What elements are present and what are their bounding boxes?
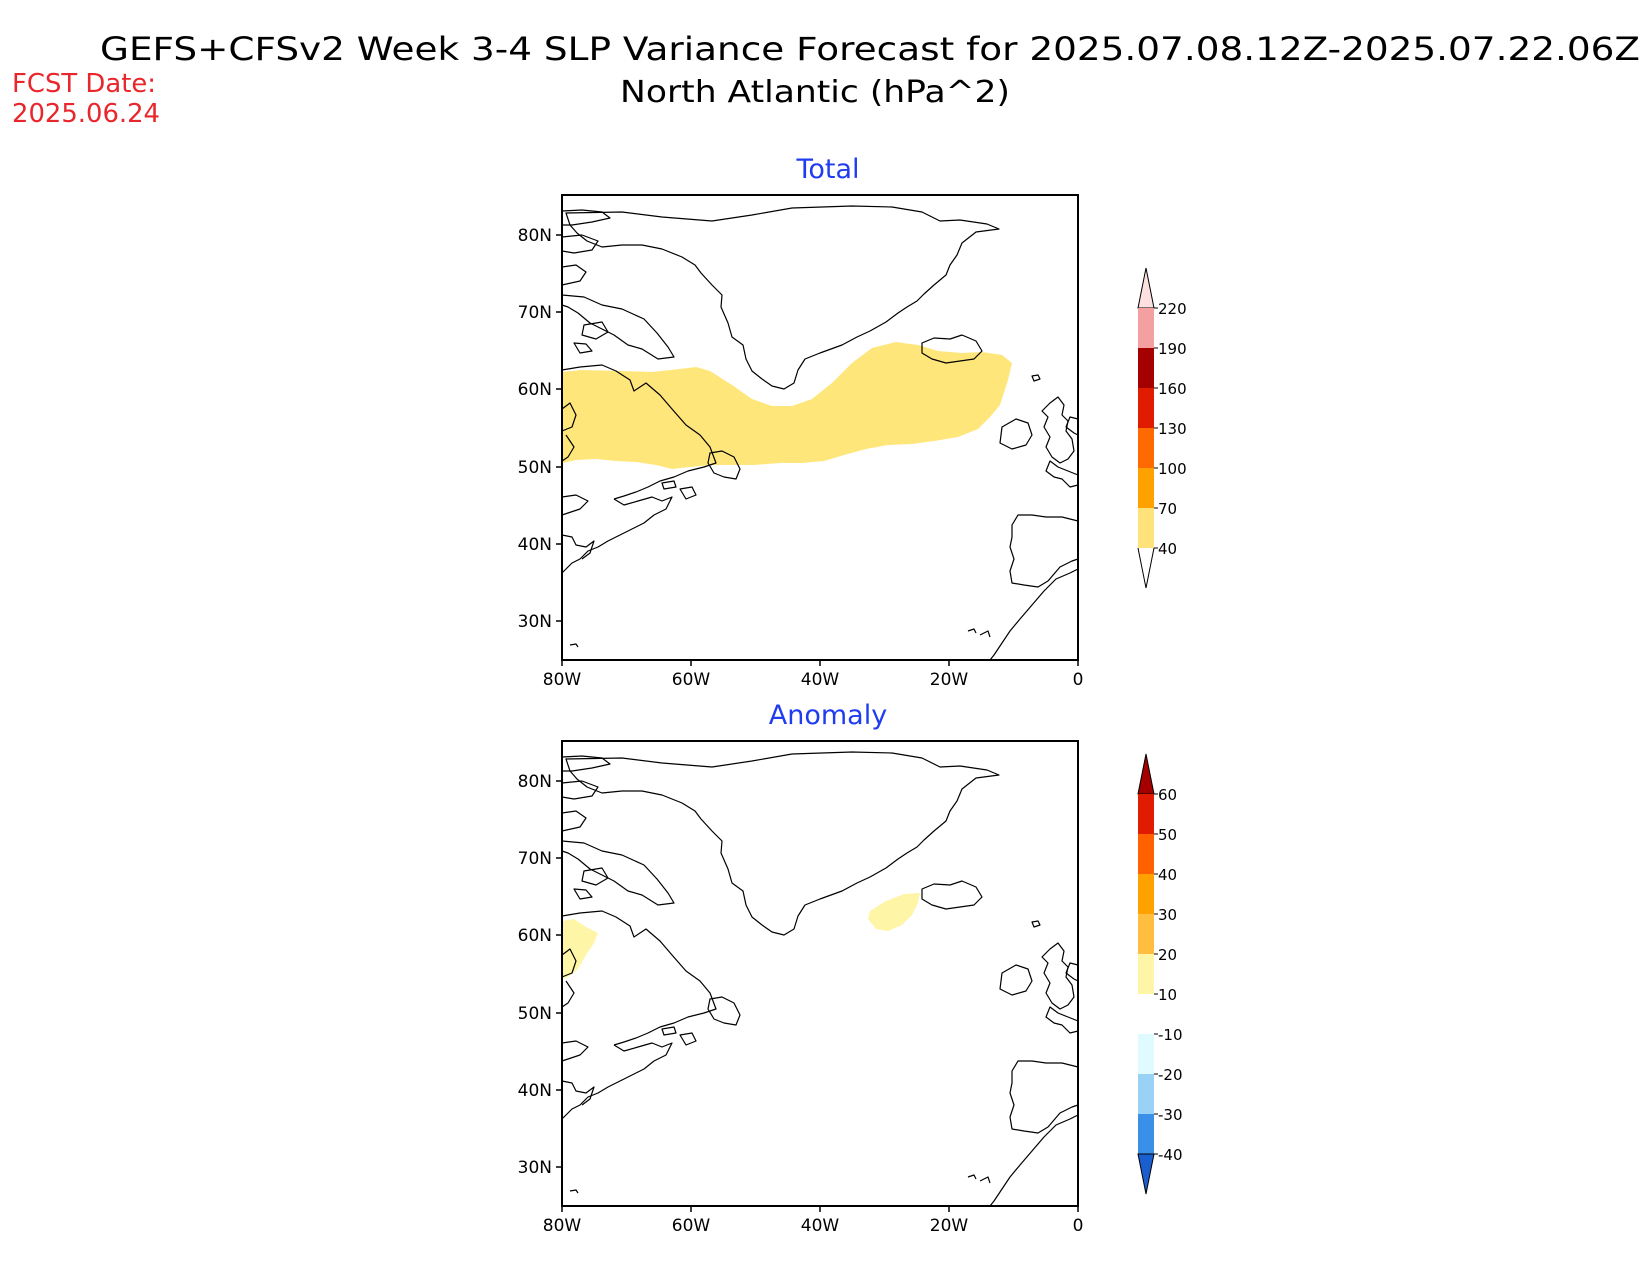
colorbar-label: 160 xyxy=(1158,380,1187,398)
lon-tick: 80W xyxy=(543,1216,582,1236)
lon-tick: 40W xyxy=(801,1216,840,1236)
lat-tick: 30N xyxy=(518,1158,552,1178)
colorbar-label: -10 xyxy=(1158,1026,1183,1044)
shade-total-40-70 xyxy=(562,342,1012,469)
colorbar-total-190-220 xyxy=(1138,308,1154,348)
colorbar-label: 100 xyxy=(1158,460,1187,478)
colorbar-label: -30 xyxy=(1158,1106,1183,1124)
colorbar-anomaly-neg10-10 xyxy=(1138,994,1154,1034)
colorbar-total-160-190 xyxy=(1138,348,1154,388)
colorbar-label: 60 xyxy=(1158,786,1177,804)
colorbar-label: 130 xyxy=(1158,420,1187,438)
colorbar-label: 20 xyxy=(1158,946,1177,964)
lat-tick: 50N xyxy=(518,458,552,478)
colorbar-label: 190 xyxy=(1158,340,1187,358)
colorbar-anomaly-20-30 xyxy=(1138,914,1154,954)
colorbar-total-40-70 xyxy=(1138,508,1154,548)
lon-tick: 20W xyxy=(930,1216,969,1236)
lat-tick: 50N xyxy=(518,1004,552,1024)
subtitle-region-units: North Atlantic (hPa^2) xyxy=(620,75,1010,110)
lat-tick: 60N xyxy=(518,926,552,946)
colorbar-anomaly-neg30-neg20 xyxy=(1138,1074,1154,1114)
colorbar-anomaly-neg40-neg30 xyxy=(1138,1114,1154,1154)
lat-tick: 40N xyxy=(518,535,552,555)
colorbar-label: -20 xyxy=(1158,1066,1183,1084)
fcst-date-label: FCST Date: xyxy=(12,69,156,99)
colorbar-label: 40 xyxy=(1158,866,1177,884)
panel-title-total: Total xyxy=(795,154,859,185)
map-frame-total: 80N 70N 60N 50N 40N 30N 80W 60W 40W 20W … xyxy=(518,194,1084,690)
lat-tick: 70N xyxy=(518,303,552,323)
lat-tick: 30N xyxy=(518,612,552,632)
lat-tick: 70N xyxy=(518,849,552,869)
lon-tick: 0 xyxy=(1073,1216,1084,1236)
colorbar-anomaly-10-20 xyxy=(1138,954,1154,994)
colorbar-total-70-100 xyxy=(1138,468,1154,508)
map-border-anomaly xyxy=(561,740,1079,1207)
colorbar-total: 220 190 160 130 100 70 40 xyxy=(1137,267,1187,589)
lon-tick: 20W xyxy=(930,670,969,690)
colorbar-anomaly-30-40 xyxy=(1138,874,1154,914)
lat-tick: 80N xyxy=(518,772,552,792)
lat-tick: 60N xyxy=(518,380,552,400)
lon-tick: 60W xyxy=(672,1216,711,1236)
shade-anomaly-10-20-west xyxy=(562,919,598,979)
map-frame-anomaly: 80N 70N 60N 50N 40N 30N 80W 60W 40W 20W … xyxy=(518,740,1084,1236)
panel-anomaly: Anomaly 80N 70N 60N 50N 40N 30N xyxy=(518,700,1084,1236)
colorbar-label: 70 xyxy=(1158,500,1177,518)
colorbar-label: 50 xyxy=(1158,826,1177,844)
colorbar-total-100-130 xyxy=(1138,428,1154,468)
colorbar-anomaly-50-60 xyxy=(1138,794,1154,834)
colorbar-anomaly-neg20-neg10 xyxy=(1138,1034,1154,1074)
colorbar-label: -40 xyxy=(1158,1146,1183,1164)
lon-tick: 40W xyxy=(801,670,840,690)
lon-tick: 60W xyxy=(672,670,711,690)
shade-anomaly-10-20-iceland xyxy=(868,893,920,931)
main-title: GEFS+CFSv2 Week 3-4 SLP Variance Forecas… xyxy=(100,30,1640,68)
lon-tick: 80W xyxy=(543,670,582,690)
lat-tick: 40N xyxy=(518,1081,552,1101)
colorbar-total-top-arrow xyxy=(1137,267,1155,309)
panel-total: Total 80N 70N 60N 50N 40N 30N xyxy=(518,154,1084,690)
colorbar-label: 30 xyxy=(1158,906,1177,924)
colorbar-anomaly-top-arrow xyxy=(1137,753,1155,795)
fcst-date-value: 2025.06.24 xyxy=(12,99,160,129)
colorbar-anomaly-bottom-arrow xyxy=(1137,1153,1155,1195)
colorbar-label: 10 xyxy=(1158,986,1177,1004)
lat-tick: 80N xyxy=(518,226,552,246)
colorbar-label: 40 xyxy=(1158,540,1177,558)
panel-title-anomaly: Anomaly xyxy=(769,700,887,731)
colorbar-anomaly: 60 50 40 30 20 10 -10 -20 -30 -40 xyxy=(1137,753,1183,1195)
colorbar-total-130-160 xyxy=(1138,388,1154,428)
colorbar-total-bottom-arrow xyxy=(1137,547,1155,589)
colorbar-anomaly-40-50 xyxy=(1138,834,1154,874)
colorbar-label: 220 xyxy=(1158,300,1187,318)
lon-tick: 0 xyxy=(1073,670,1084,690)
